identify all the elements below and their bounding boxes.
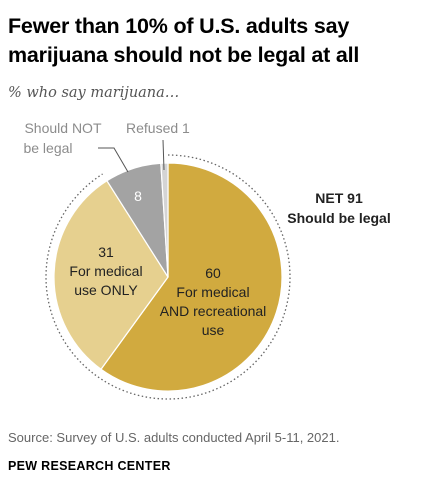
pie-chart: NET 91 Should be legal 60 For medical AND re…	[23, 120, 391, 400]
chart-title: Fewer than 10% of U.S. adults say mariju…	[8, 14, 360, 67]
pie-slice-0	[100, 162, 283, 392]
net-bracket-arc	[45, 154, 291, 400]
slice-label-1: 31 For medical use ONLY	[69, 244, 142, 298]
source-note: Source: Survey of U.S. adults conducted …	[8, 430, 340, 445]
slice-label-0: 60 For medical AND recreational use	[160, 265, 267, 338]
callout-leader-refused	[162, 139, 165, 171]
org-name: PEW RESEARCH CENTER	[8, 459, 171, 473]
callout-should-not: Should NOT be legal	[23, 120, 101, 156]
callout-refused: Refused 1	[126, 120, 190, 136]
net-label: NET 91 Should be legal	[287, 190, 390, 226]
pie-slice-1	[53, 179, 169, 371]
callout-leader-should-not	[98, 147, 129, 173]
slice-label-2: 8	[134, 188, 142, 204]
chart-subtitle: % who say marijuana…	[8, 85, 180, 101]
pie-slice-3	[160, 162, 169, 278]
